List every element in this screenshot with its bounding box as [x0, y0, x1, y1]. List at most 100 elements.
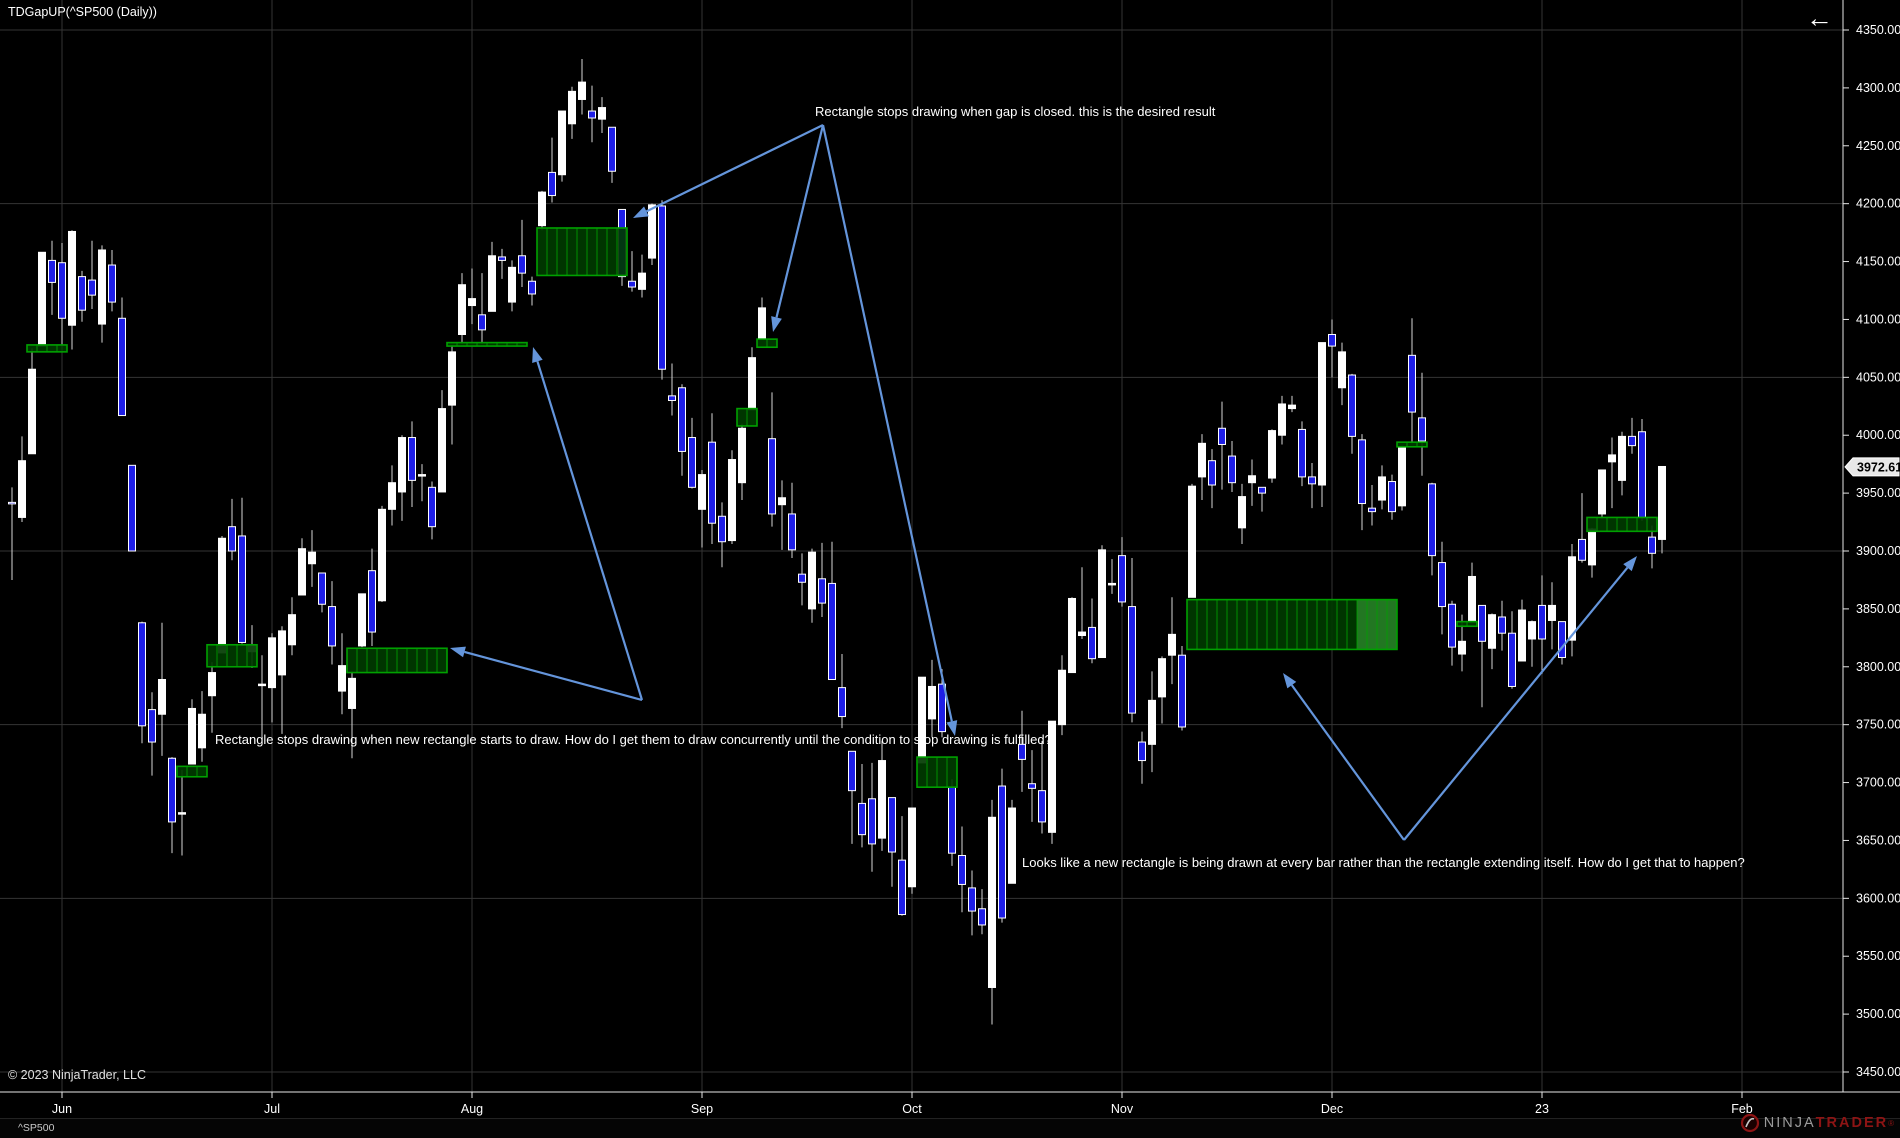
candle-body-up: [1278, 403, 1286, 436]
candle-body-up: [1608, 454, 1616, 463]
candle-body-up: [388, 482, 396, 510]
candle-body-down: [368, 570, 376, 633]
candle: [808, 548, 816, 623]
time-axis-label: Jun: [52, 1102, 72, 1116]
price-axis-label: 3850.00: [1856, 602, 1900, 616]
candle: [878, 740, 886, 851]
candle: [1568, 544, 1576, 657]
candle: [1348, 373, 1356, 454]
candle-body-up: [1248, 475, 1256, 484]
candle-body-down: [128, 464, 136, 552]
candle: [238, 497, 246, 644]
candle: [18, 436, 26, 523]
candle: [1378, 465, 1386, 510]
annotation-arrow[interactable]: [532, 347, 644, 701]
price-axis-label: 4250.00: [1856, 139, 1900, 153]
candle: [558, 110, 566, 182]
candle-body-up: [1148, 699, 1156, 745]
annotation-arrow[interactable]: [633, 124, 824, 218]
gap-rectangle: [1586, 516, 1658, 533]
candle: [1168, 597, 1176, 685]
gap-rectangle-fill: [177, 766, 207, 777]
candle-body-up: [758, 307, 766, 340]
arrow-line: [821, 124, 953, 722]
candle-body-up: [1198, 442, 1206, 478]
annotation-arrow[interactable]: [771, 124, 825, 332]
annotation-arrow[interactable]: [450, 646, 643, 702]
candle-body-down: [678, 387, 686, 452]
time-axis-label: 23: [1535, 1102, 1549, 1116]
candle-body-up: [158, 679, 166, 715]
candle-body-up: [348, 677, 356, 709]
candle: [1428, 482, 1436, 576]
candle-body-up: [1168, 633, 1176, 656]
candle-body-up: [748, 357, 756, 411]
arrow-head: [532, 347, 543, 363]
candle: [1538, 575, 1546, 674]
candle: [398, 435, 406, 521]
candle: [328, 581, 336, 665]
annotation-arrow[interactable]: [821, 124, 958, 736]
gap-rectangle-fill: [1587, 517, 1657, 532]
candle: [818, 542, 826, 617]
candle-body-down: [888, 797, 896, 853]
candle-body-down: [1218, 427, 1226, 445]
candle: [468, 268, 476, 325]
price-axis[interactable]: 3450.00 3500.00 3550.00 3600.00 3650.00 3700.…: [1843, 23, 1900, 1079]
candle-body-down: [848, 750, 856, 792]
gap-rectangle: [346, 647, 448, 674]
candle-body-down: [478, 314, 486, 331]
candle-body-up: [558, 110, 566, 176]
candle: [718, 502, 726, 568]
candle-body-up: [1588, 528, 1596, 566]
candle: [388, 465, 396, 526]
chart-annotation-text-2[interactable]: Rectangle stops drawing when new rectang…: [215, 732, 1052, 747]
gap-rectangle: [206, 643, 258, 668]
candle-body-up: [398, 437, 406, 493]
arrow-line: [775, 124, 825, 318]
candle: [418, 464, 426, 502]
price-axis-label: 3500.00: [1856, 1007, 1900, 1021]
candle-body-down: [518, 255, 526, 274]
candle-body-up: [1058, 669, 1066, 726]
tab-bar: ^SP500: [0, 1118, 1900, 1138]
candle: [1018, 710, 1026, 792]
candle-body-down: [588, 110, 596, 119]
candle-body-up: [1008, 807, 1016, 884]
candle: [1208, 449, 1216, 509]
candle: [638, 254, 646, 298]
candle-body-down: [1418, 417, 1426, 442]
chart-annotation-text-3[interactable]: Looks like a new rectangle is being draw…: [1022, 855, 1745, 870]
candle-body-up: [278, 630, 286, 676]
gap-rectangle-border: [206, 643, 258, 668]
candle-body-down: [108, 264, 116, 303]
annotation-arrow[interactable]: [1403, 556, 1637, 841]
candle: [458, 273, 466, 344]
chart-annotation-text-1[interactable]: Rectangle stops drawing when gap is clos…: [815, 104, 1216, 119]
candle-body-down: [668, 395, 676, 401]
candle: [698, 469, 706, 548]
candle: [608, 126, 616, 183]
gap-rectangle-border: [26, 344, 68, 353]
candle-body-down: [1558, 621, 1566, 659]
candle: [348, 671, 356, 759]
candle: [1318, 342, 1326, 508]
candle-body-down: [408, 437, 416, 481]
candle-body-up: [988, 816, 996, 988]
candle-body-up: [338, 665, 346, 692]
candle: [448, 344, 456, 445]
candle-body-down: [428, 486, 436, 528]
candle: [838, 654, 846, 729]
annotation-arrow[interactable]: [1283, 673, 1405, 841]
candle: [1658, 465, 1666, 554]
tab-sp500[interactable]: ^SP500: [18, 1122, 55, 1134]
candle-body-up: [1338, 351, 1346, 389]
time-axis[interactable]: Jun Jul Aug Sep Oct Nov Dec 23 Feb: [52, 1092, 1753, 1116]
back-arrow-icon[interactable]: ←: [1806, 3, 1833, 33]
candle-body-down: [958, 854, 966, 885]
gap-rectangle-border: [176, 765, 208, 778]
candle-body-up: [188, 707, 196, 765]
ninjatrader-logo-icon: [1740, 1113, 1759, 1133]
